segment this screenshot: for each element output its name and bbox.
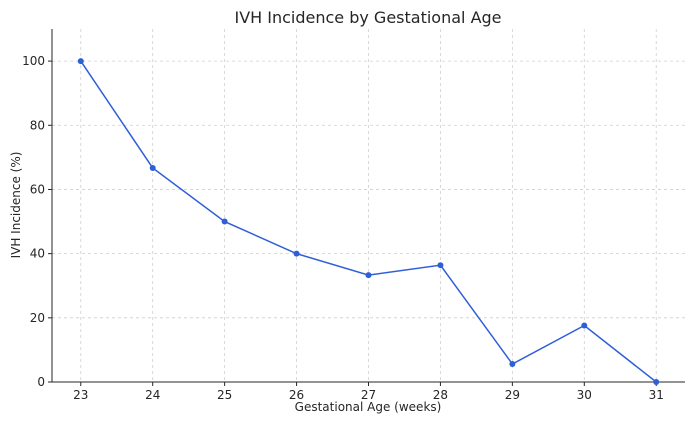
data-point-30: [581, 322, 588, 329]
x-tick-label: 23: [73, 388, 88, 402]
series: [77, 58, 660, 385]
ticks: 23 24 25 26 27 28 29 30 31 0 20 40 60 80 100: [22, 54, 664, 402]
x-axis-label: Gestational Age (weeks): [295, 400, 442, 414]
data-point-23: [77, 58, 84, 65]
x-tick-label: 27: [361, 388, 376, 402]
y-tick-label: 100: [22, 54, 45, 68]
y-tick-label: 20: [30, 311, 45, 325]
grid: [52, 29, 685, 383]
y-tick-label: 40: [30, 247, 45, 261]
x-tick-label: 29: [505, 388, 520, 402]
x-tick-label: 28: [433, 388, 448, 402]
data-point-25: [221, 218, 228, 225]
data-point-24: [149, 164, 156, 171]
x-tick-label: 30: [577, 388, 592, 402]
data-point-26: [293, 250, 300, 257]
data-point-27: [365, 272, 372, 279]
x-tick-label: 25: [217, 388, 232, 402]
x-tick-label: 26: [289, 388, 304, 402]
data-point-31: [653, 379, 660, 385]
chart-title: IVH Incidence by Gestational Age: [234, 8, 501, 27]
y-tick-label: 60: [30, 182, 45, 196]
y-tick-label: 0: [37, 375, 45, 389]
data-point-28: [437, 262, 444, 269]
x-tick-label: 31: [649, 388, 664, 402]
y-axis-label: IVH Incidence (%): [9, 152, 23, 259]
y-tick-label: 80: [30, 118, 45, 132]
data-point-29: [509, 361, 516, 368]
x-tick-label: 24: [145, 388, 160, 402]
